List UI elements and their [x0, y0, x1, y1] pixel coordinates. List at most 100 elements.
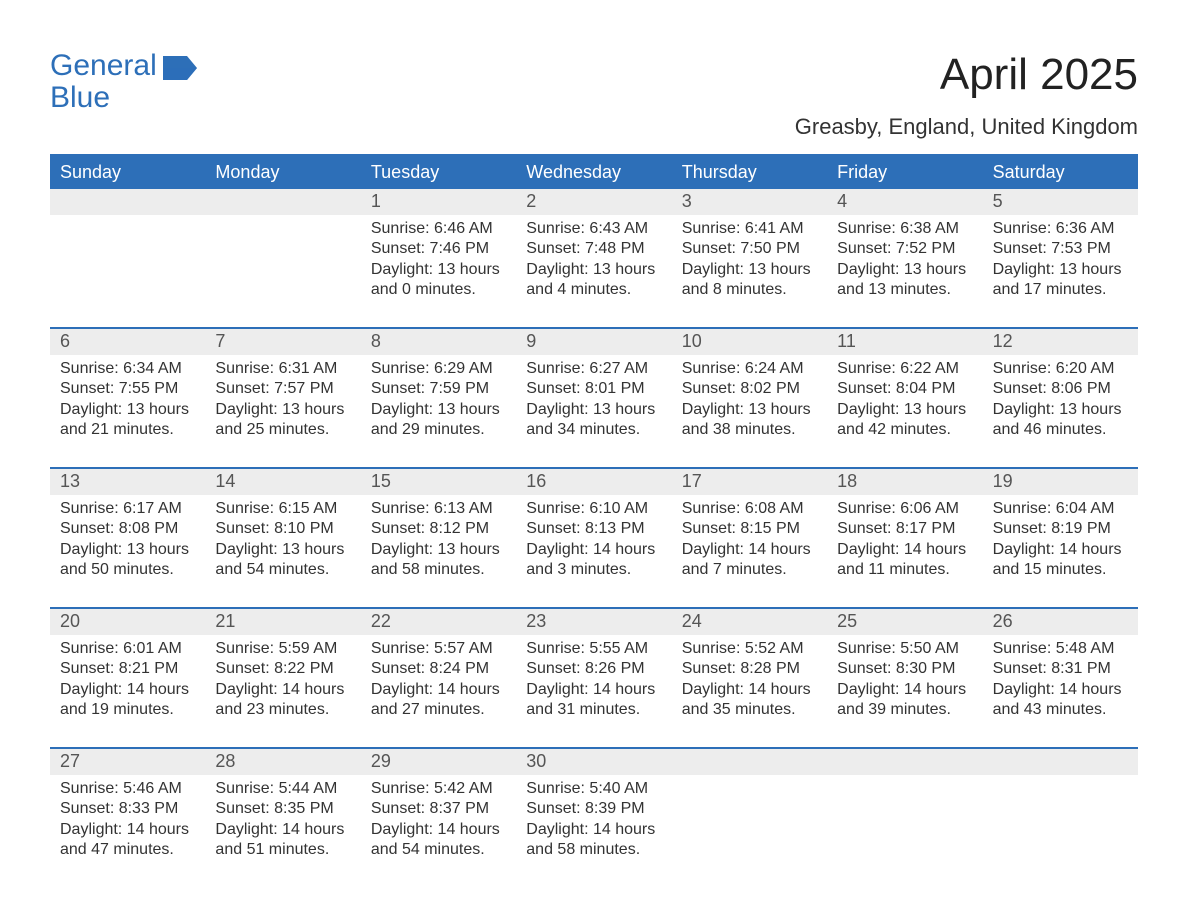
day-number-row: 6789101112 — [50, 329, 1138, 355]
day-number: 17 — [672, 469, 827, 495]
day-cell: Sunrise: 5:59 AMSunset: 8:22 PMDaylight:… — [205, 635, 360, 747]
sunset-text: Sunset: 8:08 PM — [60, 519, 195, 539]
day-content-row: Sunrise: 6:01 AMSunset: 8:21 PMDaylight:… — [50, 635, 1138, 747]
day-cell: Sunrise: 5:57 AMSunset: 8:24 PMDaylight:… — [361, 635, 516, 747]
day-cell: Sunrise: 6:17 AMSunset: 8:08 PMDaylight:… — [50, 495, 205, 607]
sunrise-text: Sunrise: 6:34 AM — [60, 359, 195, 379]
day-number: 21 — [205, 609, 360, 635]
daylight-text: Daylight: 13 hours and 13 minutes. — [837, 260, 972, 301]
day-cell — [827, 775, 982, 887]
brand-logo: General Blue — [50, 50, 197, 113]
sunset-text: Sunset: 7:52 PM — [837, 239, 972, 259]
sunset-text: Sunset: 7:57 PM — [215, 379, 350, 399]
sunrise-text: Sunrise: 6:41 AM — [682, 219, 817, 239]
sunrise-text: Sunrise: 6:22 AM — [837, 359, 972, 379]
sunset-text: Sunset: 7:53 PM — [993, 239, 1128, 259]
day-number — [672, 749, 827, 775]
day-cell: Sunrise: 6:01 AMSunset: 8:21 PMDaylight:… — [50, 635, 205, 747]
daylight-text: Daylight: 13 hours and 38 minutes. — [682, 400, 817, 441]
sunrise-text: Sunrise: 6:01 AM — [60, 639, 195, 659]
sunset-text: Sunset: 8:02 PM — [682, 379, 817, 399]
day-number: 20 — [50, 609, 205, 635]
sunrise-text: Sunrise: 5:46 AM — [60, 779, 195, 799]
title-block: April 2025 Greasby, England, United King… — [795, 50, 1138, 140]
page-subtitle: Greasby, England, United Kingdom — [795, 114, 1138, 140]
sunset-text: Sunset: 8:19 PM — [993, 519, 1128, 539]
sunset-text: Sunset: 8:26 PM — [526, 659, 661, 679]
sunset-text: Sunset: 8:24 PM — [371, 659, 506, 679]
day-cell — [672, 775, 827, 887]
day-number: 22 — [361, 609, 516, 635]
day-number-row: 13141516171819 — [50, 469, 1138, 495]
weekday-thursday: Thursday — [672, 156, 827, 189]
sunset-text: Sunset: 8:21 PM — [60, 659, 195, 679]
day-cell: Sunrise: 6:34 AMSunset: 7:55 PMDaylight:… — [50, 355, 205, 467]
sunrise-text: Sunrise: 6:38 AM — [837, 219, 972, 239]
weekday-wednesday: Wednesday — [516, 156, 671, 189]
page-header: General Blue April 2025 Greasby, England… — [50, 50, 1138, 140]
sunset-text: Sunset: 8:01 PM — [526, 379, 661, 399]
sunset-text: Sunset: 8:10 PM — [215, 519, 350, 539]
day-number: 25 — [827, 609, 982, 635]
day-number: 5 — [983, 189, 1138, 215]
daylight-text: Daylight: 14 hours and 35 minutes. — [682, 680, 817, 721]
daylight-text: Daylight: 13 hours and 46 minutes. — [993, 400, 1128, 441]
day-number: 6 — [50, 329, 205, 355]
day-number: 15 — [361, 469, 516, 495]
brand-text: General Blue — [50, 50, 157, 113]
day-content-row: Sunrise: 6:17 AMSunset: 8:08 PMDaylight:… — [50, 495, 1138, 607]
day-cell — [50, 215, 205, 327]
sunset-text: Sunset: 8:04 PM — [837, 379, 972, 399]
day-cell: Sunrise: 6:22 AMSunset: 8:04 PMDaylight:… — [827, 355, 982, 467]
daylight-text: Daylight: 14 hours and 27 minutes. — [371, 680, 506, 721]
day-cell: Sunrise: 6:13 AMSunset: 8:12 PMDaylight:… — [361, 495, 516, 607]
day-cell: Sunrise: 6:04 AMSunset: 8:19 PMDaylight:… — [983, 495, 1138, 607]
sunset-text: Sunset: 8:30 PM — [837, 659, 972, 679]
day-number: 29 — [361, 749, 516, 775]
sunrise-text: Sunrise: 5:48 AM — [993, 639, 1128, 659]
sunset-text: Sunset: 8:28 PM — [682, 659, 817, 679]
sunset-text: Sunset: 8:15 PM — [682, 519, 817, 539]
day-number-row: 27282930 — [50, 749, 1138, 775]
sunrise-text: Sunrise: 6:13 AM — [371, 499, 506, 519]
sunset-text: Sunset: 8:13 PM — [526, 519, 661, 539]
page-title: April 2025 — [795, 50, 1138, 100]
day-number-row: 20212223242526 — [50, 609, 1138, 635]
day-content-row: Sunrise: 6:34 AMSunset: 7:55 PMDaylight:… — [50, 355, 1138, 467]
day-number-row: 12345 — [50, 189, 1138, 215]
sunset-text: Sunset: 7:59 PM — [371, 379, 506, 399]
day-cell: Sunrise: 5:48 AMSunset: 8:31 PMDaylight:… — [983, 635, 1138, 747]
day-cell: Sunrise: 6:08 AMSunset: 8:15 PMDaylight:… — [672, 495, 827, 607]
daylight-text: Daylight: 13 hours and 34 minutes. — [526, 400, 661, 441]
day-number: 23 — [516, 609, 671, 635]
weeks-container: 12345Sunrise: 6:46 AMSunset: 7:46 PMDayl… — [50, 189, 1138, 887]
day-number: 26 — [983, 609, 1138, 635]
sunrise-text: Sunrise: 5:40 AM — [526, 779, 661, 799]
day-number: 2 — [516, 189, 671, 215]
calendar: Sunday Monday Tuesday Wednesday Thursday… — [50, 154, 1138, 887]
daylight-text: Daylight: 13 hours and 50 minutes. — [60, 540, 195, 581]
day-number: 24 — [672, 609, 827, 635]
daylight-text: Daylight: 13 hours and 0 minutes. — [371, 260, 506, 301]
day-cell: Sunrise: 5:44 AMSunset: 8:35 PMDaylight:… — [205, 775, 360, 887]
day-number — [827, 749, 982, 775]
day-number: 13 — [50, 469, 205, 495]
sunset-text: Sunset: 8:17 PM — [837, 519, 972, 539]
daylight-text: Daylight: 14 hours and 51 minutes. — [215, 820, 350, 861]
day-number: 12 — [983, 329, 1138, 355]
daylight-text: Daylight: 14 hours and 11 minutes. — [837, 540, 972, 581]
day-number — [50, 189, 205, 215]
day-number: 19 — [983, 469, 1138, 495]
sunrise-text: Sunrise: 5:55 AM — [526, 639, 661, 659]
day-number: 10 — [672, 329, 827, 355]
day-cell: Sunrise: 6:24 AMSunset: 8:02 PMDaylight:… — [672, 355, 827, 467]
daylight-text: Daylight: 14 hours and 7 minutes. — [682, 540, 817, 581]
day-number: 1 — [361, 189, 516, 215]
sunrise-text: Sunrise: 6:29 AM — [371, 359, 506, 379]
daylight-text: Daylight: 14 hours and 3 minutes. — [526, 540, 661, 581]
daylight-text: Daylight: 14 hours and 43 minutes. — [993, 680, 1128, 721]
sunrise-text: Sunrise: 6:24 AM — [682, 359, 817, 379]
daylight-text: Daylight: 14 hours and 19 minutes. — [60, 680, 195, 721]
day-cell: Sunrise: 6:20 AMSunset: 8:06 PMDaylight:… — [983, 355, 1138, 467]
daylight-text: Daylight: 13 hours and 58 minutes. — [371, 540, 506, 581]
